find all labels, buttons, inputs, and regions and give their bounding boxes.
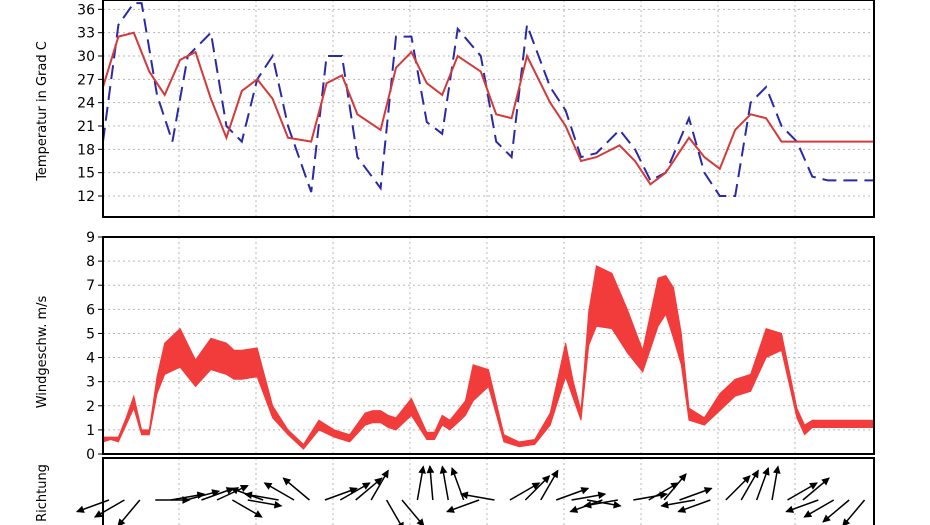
wind-direction-series [75, 464, 866, 525]
temperature-grid [103, 0, 874, 217]
wind-direction-arrow [822, 499, 850, 523]
wind-direction-arrow [231, 499, 263, 518]
wind-direction-arrow [802, 477, 830, 501]
wind-direction-arrow [216, 484, 249, 501]
wind-direction-arrow [75, 499, 110, 513]
y-tick-label: 21 [77, 119, 95, 135]
y-tick-label: 6 [86, 302, 95, 318]
wind-direction-arrow [648, 482, 680, 501]
y-tick-label: 2 [86, 399, 95, 415]
wind-direction-arrow [771, 465, 781, 501]
wind-direction-arrow [385, 499, 404, 525]
y-tick-label: 18 [77, 142, 95, 158]
y-tick-label: 33 [77, 26, 95, 42]
y-tick-label: 36 [77, 2, 95, 18]
wind-direction-arrow [459, 491, 495, 501]
wind-speed-y-axis-label: Windgeschw. m/s [35, 295, 50, 408]
temperature-line-0 [103, 2, 874, 197]
y-tick-label: 15 [77, 166, 95, 182]
wind-direction-arrow [725, 475, 751, 501]
wind-direction-arrow [282, 477, 310, 501]
wind-direction-panel: Richtung [35, 457, 875, 525]
wind-direction-arrow [370, 469, 389, 501]
wind-direction-arrow [339, 482, 371, 501]
wind-direction-arrow [633, 491, 668, 501]
wind-speed-panel: 0 1 2 3 4 5 6 7 8 9 Windgeschw. m/s [35, 230, 875, 463]
y-tick-label: 27 [77, 72, 95, 88]
wind-direction-arrow [755, 466, 770, 501]
wind-direction-arrow [117, 499, 141, 525]
wind-direction-arrow [324, 487, 358, 501]
y-tick-label: 1 [86, 423, 95, 439]
temperature-y-ticks: 12 15 18 21 24 27 30 33 36 [77, 2, 103, 205]
y-tick-label: 4 [86, 351, 95, 367]
wind-direction-arrow [93, 499, 125, 518]
wind-direction-arrow [446, 499, 480, 513]
y-tick-label: 9 [86, 230, 95, 246]
temperature-plot-frame [102, 0, 875, 218]
y-tick-label: 3 [86, 375, 95, 391]
wind-speed-plot-frame [102, 236, 875, 455]
wind-direction-y-axis-label: Richtung [35, 464, 50, 522]
wind-direction-arrow [247, 499, 283, 509]
wind-direction-arrow [426, 464, 435, 501]
wind-direction-arrow [401, 499, 425, 525]
wind-direction-arrow [540, 469, 559, 501]
wind-direction-arrow [244, 491, 279, 501]
y-tick-label: 30 [77, 49, 95, 65]
wind-direction-arrow [740, 469, 759, 501]
wind-direction-arrow [355, 477, 383, 501]
temperature-line-1 [103, 31, 874, 186]
y-tick-label: 7 [86, 278, 95, 294]
wind-direction-arrow [439, 465, 449, 501]
wind-direction-arrow [842, 499, 866, 525]
y-tick-label: 5 [86, 326, 95, 342]
wind-direction-arrow [787, 482, 818, 501]
wind-direction-arrow [185, 489, 221, 501]
y-tick-label: 8 [86, 254, 95, 270]
wind-direction-arrow [660, 499, 696, 509]
wind-direction-arrow [583, 499, 618, 509]
wind-direction-arrow [509, 482, 541, 501]
wind-speed-y-ticks: 0 1 2 3 4 5 6 7 8 9 [86, 230, 103, 463]
wind-direction-arrow [785, 499, 819, 513]
wind-direction-plot-frame [102, 457, 875, 525]
y-tick-label: 0 [86, 447, 95, 463]
y-tick-label: 12 [77, 189, 95, 205]
wind-direction-arrow [677, 499, 711, 513]
temperature-y-axis-label: Temperatur in Grad C [35, 41, 50, 182]
wind-direction-arrow [571, 491, 607, 501]
temperature-panel: 12 15 18 21 24 27 30 33 36 Temperatur in Grad C [35, 0, 875, 218]
wind-direction-arrow [416, 465, 426, 501]
wind-direction-arrow [555, 487, 590, 501]
y-tick-label: 24 [77, 96, 95, 112]
wind-direction-arrow [663, 473, 687, 501]
wind-direction-arrow [803, 499, 835, 518]
wind-direction-arrow [263, 482, 295, 501]
wind-direction-arrow [524, 475, 551, 501]
wind-direction-arrow [679, 487, 713, 501]
temperature-series [103, 2, 874, 197]
